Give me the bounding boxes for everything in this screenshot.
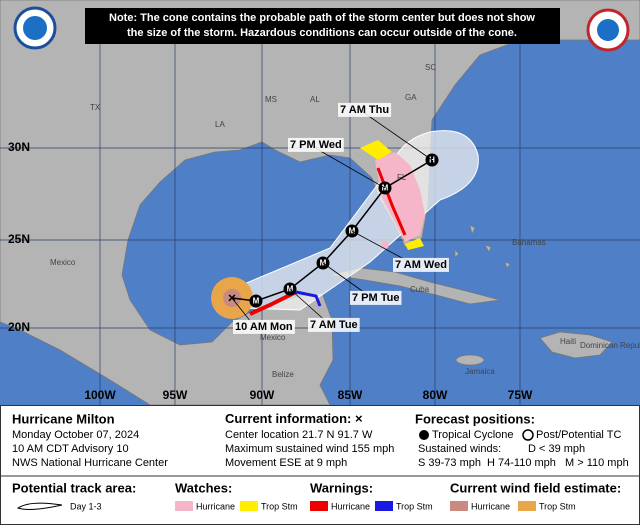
lon-label: 100W (84, 388, 116, 402)
tc-symbol (419, 430, 429, 440)
watch-marker (381, 241, 389, 249)
hurricane-warning-coast (376, 167, 407, 236)
legend-item: Trop Stm (261, 501, 298, 511)
lon-label: 95W (163, 388, 188, 402)
forecast-label: 7 AM Tue (310, 319, 358, 331)
hurricane-watch-area (375, 152, 425, 242)
hurricane-warning-swatch (310, 501, 328, 511)
forecast-item: D < 39 mph (528, 443, 585, 455)
advisory: 10 AM CDT Advisory 10 (12, 443, 129, 455)
region-label: Belize (272, 370, 294, 379)
region-label: MS (265, 95, 277, 104)
label-background (288, 137, 344, 152)
forecast-item: H 74-110 mph (487, 457, 556, 469)
forecast-item: Post/Potential TC (536, 429, 621, 441)
forecast-symbol: H (429, 156, 435, 165)
agency: NWS National Hurricane Center (12, 457, 168, 469)
region-label: Mexico (260, 333, 286, 342)
region-label: Cuba (410, 285, 430, 294)
legend-item: Trop Stm (539, 501, 576, 511)
storm-name: Hurricane Milton (12, 411, 115, 426)
land-cuba (329, 267, 501, 305)
current-title-text: Current information: (225, 411, 351, 426)
lat-label: 20N (8, 320, 30, 334)
region-label: SC (425, 63, 436, 72)
land-hispaniola (539, 331, 613, 359)
region-label: TX (90, 103, 101, 112)
post-tc-symbol (522, 429, 534, 441)
current-line: Maximum sustained wind 155 mph (225, 443, 394, 455)
forecast-item: Sustained winds: (418, 443, 501, 455)
legend-item: Trop Stm (396, 501, 433, 511)
region-label: Jamaica (465, 367, 495, 376)
forecast-item: M > 110 mph (565, 457, 629, 469)
tropical-storm-warning-coast (295, 290, 322, 307)
legend-title: Watches: (175, 480, 232, 495)
forecast-label: 7 AM Wed (395, 259, 447, 271)
ts-wind-swatch (518, 501, 536, 511)
cone-icon (16, 502, 63, 510)
label-leader (359, 109, 433, 161)
hurricane-watch-swatch (175, 501, 193, 511)
region-label: GA (405, 93, 417, 102)
lon-label: 90W (250, 388, 275, 402)
legend-item: Hurricane (471, 501, 510, 511)
region-label: Haiti (560, 337, 576, 346)
forecast-symbol: M (253, 297, 260, 306)
region-label: Mexico (50, 258, 76, 267)
legend-item: Day 1-3 (70, 501, 102, 511)
note-line: the size of the storm. Hazardous conditi… (127, 27, 517, 39)
legend-item: Hurricane (331, 501, 370, 511)
legend-title: Current wind field estimate: (450, 480, 621, 495)
lon-label: 85W (338, 388, 363, 402)
label-background (393, 257, 449, 272)
label-background (308, 317, 360, 332)
legend-title: Warnings: (310, 480, 373, 495)
legend-item: Hurricane (196, 501, 235, 511)
nws-logo-inner (597, 19, 619, 41)
region-label: FL (397, 173, 407, 182)
lon-label: 75W (508, 388, 533, 402)
label-background (350, 290, 402, 305)
region-label: Dominican Republic (580, 341, 640, 350)
forecast-label: 7 PM Wed (290, 139, 342, 151)
current-line: Movement ESE at 9 mph (225, 457, 347, 469)
land-bahamas (454, 224, 511, 269)
ts-watch-swatch (240, 501, 258, 511)
lat-label: 25N (8, 232, 30, 246)
current-title: Current information: × (225, 411, 363, 426)
note-box (85, 8, 560, 44)
lat-label: 30N (8, 140, 30, 154)
forecast-label: 7 PM Tue (352, 292, 399, 304)
forecast-cone (224, 130, 479, 311)
region-label: LA (215, 120, 225, 129)
lon-label: 80W (423, 388, 448, 402)
current-symbol: × (355, 411, 363, 426)
forecast-title: Forecast positions: (415, 411, 535, 426)
forecast-item: S 39-73 mph (418, 457, 481, 469)
forecast-label: 7 AM Thu (340, 104, 389, 116)
region-label: AL (310, 95, 320, 104)
noaa-logo-inner (23, 16, 47, 40)
forecast-label: 10 AM Mon (235, 321, 293, 333)
tropical-storm-watch-area (360, 140, 424, 250)
storm-date: Monday October 07, 2024 (12, 429, 139, 441)
legend-title: Potential track area: (12, 480, 136, 495)
note-line: Note: The cone contains the probable pat… (109, 12, 535, 24)
forecast-point (249, 294, 263, 308)
current-line: Center location 21.7 N 91.7 W (225, 429, 373, 441)
hurricane-wind-swatch (450, 501, 468, 511)
region-label: Bahamas (512, 238, 546, 247)
label-background (233, 319, 295, 334)
forecast-symbol: M (382, 184, 389, 193)
hurricane-warning-coast (249, 290, 297, 316)
current-position: × (228, 290, 236, 306)
label-leader (309, 144, 386, 189)
land-jamaica (455, 354, 485, 366)
label-background (338, 102, 392, 117)
forecast-item: Tropical Cyclone (432, 429, 514, 441)
ts-warning-swatch (375, 501, 393, 511)
